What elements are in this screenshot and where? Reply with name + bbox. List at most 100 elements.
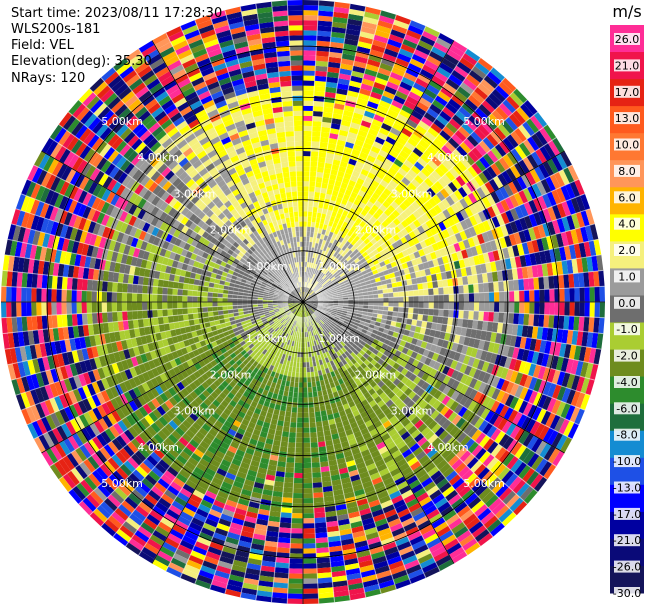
velocity-gate — [316, 56, 329, 62]
velocity-gate — [388, 297, 393, 302]
velocity-gate — [310, 171, 317, 177]
velocity-gate — [458, 285, 464, 294]
velocity-gate — [303, 211, 308, 216]
velocity-gate — [303, 558, 317, 563]
velocity-gate — [316, 547, 329, 553]
velocity-gate — [413, 290, 419, 296]
velocity-gate — [284, 477, 294, 483]
velocity-gate — [293, 493, 303, 498]
velocity-gate — [513, 313, 519, 325]
velocity-gate — [312, 477, 322, 483]
velocity-gate — [293, 498, 304, 503]
velocity-gate — [309, 422, 316, 428]
velocity-gate — [489, 292, 494, 302]
velocity-gate — [504, 291, 509, 302]
velocity-gate — [313, 111, 323, 117]
velocity-gate — [303, 86, 314, 91]
velocity-gate — [303, 387, 308, 392]
velocity-gate — [318, 157, 326, 163]
velocity-gate — [423, 308, 429, 315]
velocity-gate — [289, 563, 303, 568]
velocity-gate — [298, 387, 303, 392]
velocity-gate — [448, 310, 454, 318]
velocity-gate — [479, 293, 484, 303]
velocity-gate — [303, 141, 311, 146]
velocity-gate — [514, 302, 519, 313]
velocity-gate — [303, 166, 310, 171]
velocity-gate — [315, 532, 328, 538]
velocity-gate — [281, 507, 292, 513]
velocity-gate — [528, 314, 534, 326]
velocity-gate — [468, 284, 474, 293]
velocity-gate — [283, 487, 293, 493]
velocity-gate — [303, 181, 309, 186]
velocity-gate — [303, 428, 310, 433]
velocity-gate — [399, 297, 404, 302]
velocity-gate — [277, 547, 290, 553]
velocity-gate — [297, 418, 303, 423]
velocity-gate — [288, 579, 303, 584]
velocity-gate — [428, 288, 434, 295]
velocity-gate — [286, 457, 295, 463]
velocity-gate — [478, 283, 484, 293]
velocity-gate — [409, 296, 414, 302]
velocity-gate — [316, 542, 329, 548]
velocity-gate — [303, 493, 313, 498]
velocity-gate — [288, 589, 303, 594]
velocity-gate — [303, 548, 316, 553]
velocity-gate — [519, 290, 524, 302]
velocity-gate — [298, 403, 304, 408]
velocity-gate — [449, 294, 454, 302]
velocity-gate — [303, 463, 312, 468]
velocity-gate — [315, 527, 327, 533]
velocity-gate — [303, 498, 314, 503]
velocity-gate — [499, 292, 504, 303]
velocity-gate — [314, 86, 326, 92]
velocity-gate — [443, 287, 449, 295]
velocity-gate — [315, 71, 327, 77]
velocity-gate — [309, 186, 315, 192]
velocity-gate — [529, 302, 534, 314]
velocity-gate — [314, 81, 326, 87]
velocity-gate — [315, 61, 328, 67]
velocity-gate — [311, 151, 319, 157]
velocity-gate — [290, 548, 303, 553]
velocity-gate — [569, 288, 574, 302]
velocity-gate — [303, 543, 316, 548]
velocity-gate — [303, 483, 313, 488]
velocity-gate — [291, 533, 303, 538]
velocity-gate — [303, 594, 319, 600]
velocity-gate — [548, 276, 554, 289]
velocity-gate — [534, 290, 539, 302]
velocity-gate — [303, 106, 313, 111]
velocity-gate — [493, 282, 499, 293]
velocity-gate — [311, 136, 320, 142]
velocity-gate — [292, 513, 303, 518]
velocity-gate — [292, 508, 303, 513]
velocity-gate — [279, 527, 291, 533]
velocity-gate — [539, 289, 544, 302]
velocity-gate — [310, 427, 317, 433]
velocity-gate — [281, 436, 289, 442]
velocity-gate — [303, 589, 318, 594]
velocity-gate — [313, 116, 323, 122]
velocity-gate — [291, 528, 303, 533]
velocity-gate — [493, 312, 499, 323]
velocity-gate — [284, 482, 294, 488]
velocity-gate — [442, 317, 448, 325]
velocity-gate — [414, 296, 419, 302]
velocity-gate — [280, 517, 292, 523]
velocity-gate — [303, 433, 310, 438]
velocity-gate — [303, 468, 312, 473]
velocity-gate — [296, 423, 303, 428]
velocity-gate — [443, 309, 449, 317]
velocity-gate — [458, 310, 464, 319]
velocity-gate — [297, 408, 303, 413]
velocity-gate — [600, 286, 605, 302]
velocity-gate — [312, 121, 322, 127]
velocity-gate — [303, 60, 316, 65]
velocity-gate — [438, 309, 444, 317]
velocity-gate — [303, 443, 311, 448]
velocity-gate — [309, 417, 316, 423]
